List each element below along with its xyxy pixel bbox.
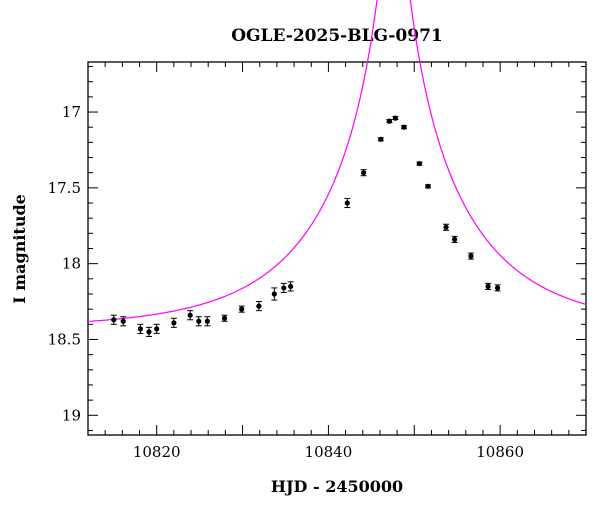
data-point-group <box>425 183 432 189</box>
x-axis-label: HJD - 2450000 <box>271 477 403 496</box>
plot-frame <box>87 61 587 436</box>
x-tick-label: 10860 <box>476 443 524 461</box>
y-tick-label: 17 <box>62 103 81 121</box>
data-point <box>288 283 294 290</box>
data-point <box>378 136 384 142</box>
data-points-layer <box>110 115 501 337</box>
data-point <box>120 318 126 324</box>
data-point-group <box>187 310 194 321</box>
data-point <box>452 236 458 243</box>
data-point-group <box>485 282 492 290</box>
data-point <box>271 291 277 297</box>
data-point <box>494 285 501 291</box>
x-tick-label: 10820 <box>133 443 181 461</box>
data-point-group <box>170 317 177 328</box>
data-point-group <box>400 124 407 130</box>
y-tick-label: 18.5 <box>48 330 81 348</box>
data-point-group <box>386 118 393 124</box>
data-point <box>401 124 407 130</box>
data-point <box>281 285 287 291</box>
y-tick-label: 17.5 <box>48 179 81 197</box>
data-point-group <box>255 301 262 312</box>
data-point-group <box>204 316 211 327</box>
data-point <box>425 183 431 189</box>
data-point-group <box>271 287 278 301</box>
data-point-group <box>377 136 384 142</box>
data-point <box>485 283 491 290</box>
tick-labels: 10820 10840 10860 17 17.5 18 18.5 19 <box>48 103 524 461</box>
data-point <box>146 329 152 335</box>
data-point-group <box>443 223 450 231</box>
x-tick-label: 10840 <box>305 443 353 461</box>
data-point <box>256 303 262 309</box>
data-point-group <box>451 235 458 243</box>
data-point <box>221 315 228 321</box>
data-point-group <box>145 326 152 337</box>
data-point-group <box>287 281 294 292</box>
chart-title: OGLE-2025-BLG-0971 <box>231 26 443 46</box>
model-curve-layer <box>87 0 587 323</box>
data-point <box>187 312 193 318</box>
data-point <box>392 115 398 121</box>
y-tick-label: 19 <box>62 406 81 424</box>
data-point-group <box>494 284 501 292</box>
data-point-group <box>360 169 367 177</box>
data-point-group <box>153 323 160 334</box>
y-axis-label: I magnitude <box>10 194 29 304</box>
data-point <box>171 320 177 326</box>
data-point <box>468 253 474 259</box>
axis-ticks <box>87 62 587 435</box>
data-point <box>416 160 423 167</box>
data-point-group <box>120 316 127 327</box>
data-point <box>344 200 350 206</box>
data-point-group <box>238 305 245 313</box>
data-point-group <box>195 316 202 327</box>
y-tick-label: 18 <box>62 255 81 273</box>
data-point-group <box>110 314 117 325</box>
data-point-group <box>344 197 351 209</box>
data-point-group <box>416 160 423 167</box>
data-point <box>386 118 392 124</box>
data-point <box>239 306 245 312</box>
data-point <box>154 326 160 332</box>
data-point <box>137 326 143 332</box>
data-point-group <box>467 252 474 260</box>
data-point <box>443 224 449 230</box>
data-point-group <box>137 323 144 334</box>
data-point-group <box>280 282 287 293</box>
data-point-group <box>221 314 228 322</box>
data-point <box>204 318 210 324</box>
data-point <box>196 318 202 324</box>
data-point-group <box>392 115 399 121</box>
data-point <box>111 317 117 323</box>
model-curve <box>87 0 587 323</box>
data-point <box>361 170 367 176</box>
